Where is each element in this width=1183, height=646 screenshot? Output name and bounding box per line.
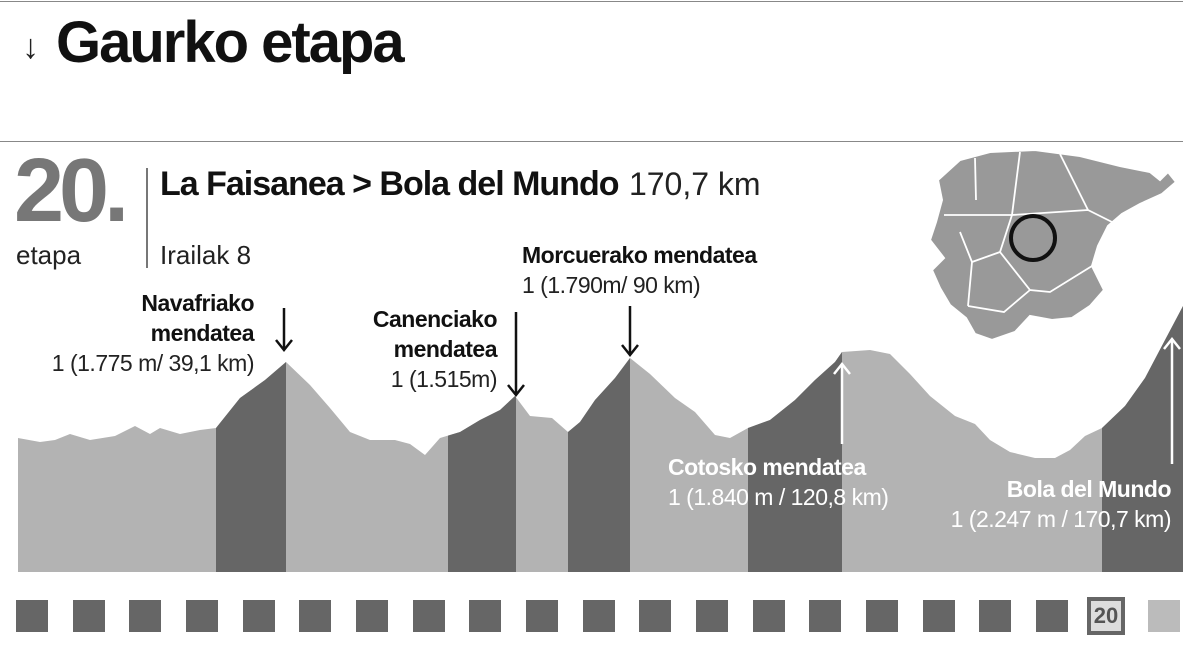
header-rule <box>0 141 1183 142</box>
stage-square <box>73 600 105 632</box>
stage-square-current: 20 <box>1087 597 1125 635</box>
stage-square <box>639 600 671 632</box>
climb-band-cotos <box>748 306 842 572</box>
arrow-up-icon <box>1163 336 1181 464</box>
arrow-up-icon <box>833 361 851 444</box>
climb-label-canencia: Canenciako mendatea 1 (1.515m) <box>372 306 498 392</box>
climb-label-bola-del-mundo: Bola del Mundo 1 (2.247 m / 170,7 km) <box>950 476 1172 532</box>
arrow-down-icon <box>507 312 525 398</box>
stage-square <box>866 600 898 632</box>
stage-square <box>923 600 955 632</box>
route-distance: 170,7 km <box>628 166 761 202</box>
page-title: Gaurko etapa <box>56 10 405 75</box>
stage-location-marker <box>1009 214 1057 262</box>
arrow-down-icon <box>621 306 639 358</box>
stage-square <box>696 600 728 632</box>
stage-square <box>413 600 445 632</box>
stage-square-upcoming <box>1148 600 1180 632</box>
stage-square <box>16 600 48 632</box>
stage-square <box>356 600 388 632</box>
spain-map <box>928 148 1178 342</box>
stage-square <box>243 600 275 632</box>
climb-arrows <box>275 306 1181 464</box>
stage-square <box>1036 600 1068 632</box>
stage-square <box>583 600 615 632</box>
climb-label-cotos: Cotosko mendatea 1 (1.840 m / 120,8 km) <box>668 454 889 510</box>
stage-square <box>809 600 841 632</box>
climb-label-morcuera: Morcuerako mendatea 1 (1.790m/ 90 km) <box>522 242 757 298</box>
stage-word: etapa <box>16 240 82 270</box>
stage-square <box>979 600 1011 632</box>
stage-square <box>299 600 331 632</box>
arrow-down-icon <box>275 308 293 353</box>
climb-label-navafria: Navafriako mendatea 1 (1.775 m/ 39,1 km) <box>51 290 255 376</box>
stage-square <box>753 600 785 632</box>
climb-band-morcuera <box>568 306 630 572</box>
stage-square <box>186 600 218 632</box>
stage-square <box>469 600 501 632</box>
stage-number: 20. <box>14 141 129 241</box>
spain-map-regions <box>944 151 1113 313</box>
stage-date: Irailak 8 <box>160 240 252 270</box>
arrow-down-icon: ↓ <box>22 28 39 66</box>
stage-square <box>526 600 558 632</box>
top-rule <box>0 1 1183 2</box>
route-line: La Faisanea > Bola del Mundo 170,7 km <box>160 164 761 205</box>
stage-square <box>129 600 161 632</box>
route-name: La Faisanea > Bola del Mundo <box>160 165 619 203</box>
stage-divider <box>146 168 148 268</box>
